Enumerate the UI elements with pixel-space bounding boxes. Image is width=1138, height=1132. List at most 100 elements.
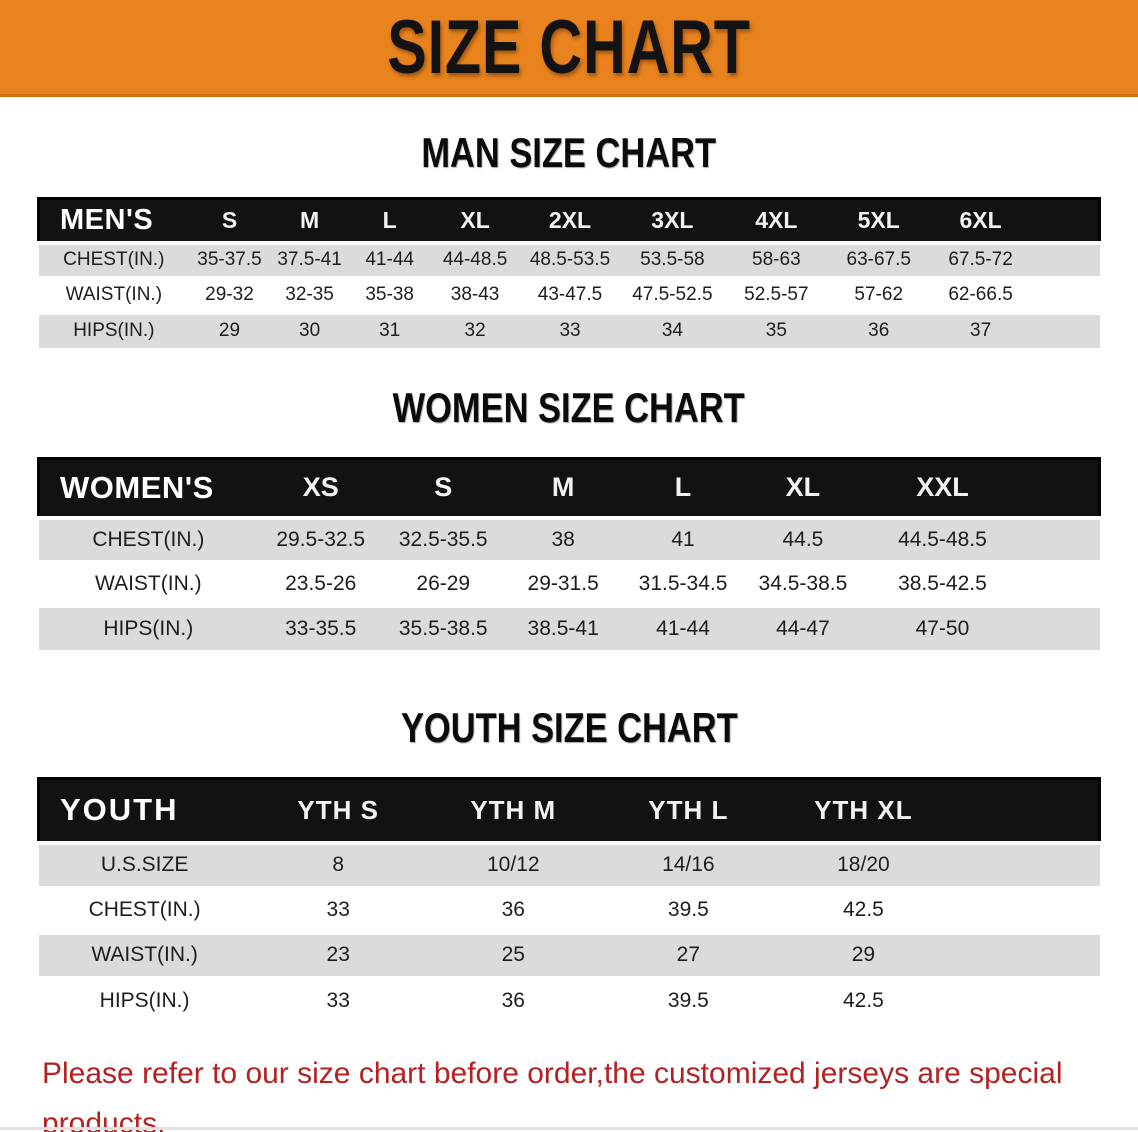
bottom-edge-line bbox=[0, 1127, 1138, 1130]
size-column-header: YTH S bbox=[250, 778, 426, 843]
size-value-cell: 35.5-38.5 bbox=[398, 617, 488, 640]
table-row: U.S.SIZE 8 10/12 14/16 18/20 bbox=[38, 842, 1100, 888]
size-column-header: L bbox=[623, 458, 743, 518]
size-value-cell: 33 bbox=[326, 898, 350, 921]
size-value-cell: 44-47 bbox=[776, 617, 830, 640]
size-value-cell: 33-35.5 bbox=[285, 617, 357, 640]
header-spacer-cell bbox=[950, 778, 1100, 843]
size-column-header: XXL bbox=[862, 458, 1023, 518]
row-spacer-cell bbox=[951, 843, 1100, 888]
women-size-table: WOMEN'S XS S M L XL XXL CHEST(IN.) 29.5-32.5 32.5… bbox=[37, 457, 1101, 650]
size-value-cell: 32 bbox=[464, 320, 486, 341]
size-column-header: S bbox=[189, 198, 270, 243]
row-label: CHEST(IN.) bbox=[92, 528, 205, 551]
table-row: CHEST(IN.) 35-37.5 37.5-41 41-44 44-48.5 48.5… bbox=[38, 242, 1100, 278]
size-value-cell: 63-67.5 bbox=[846, 249, 911, 270]
section-men: MAN SIZE CHART MEN'S S M L XL 2XL 3XL 4XL 5XL 6XL… bbox=[0, 130, 1138, 348]
row-label: HIPS(IN.) bbox=[103, 617, 194, 640]
header-spacer-cell bbox=[1031, 198, 1100, 243]
size-value-cell: 10/12 bbox=[487, 853, 540, 876]
size-value-cell: 37 bbox=[970, 320, 992, 341]
size-value-cell: 41 bbox=[671, 528, 695, 551]
size-value-cell: 36 bbox=[501, 989, 525, 1012]
size-column-header: S bbox=[383, 458, 504, 518]
size-value-cell: 38.5-41 bbox=[527, 617, 599, 640]
men-section-heading: MAN SIZE CHART bbox=[0, 130, 1138, 176]
section-youth: YOUTH SIZE CHART YOUTH YTH S YTH M YTH L YTH… bbox=[0, 705, 1138, 1023]
size-chart-banner: SIZE CHART bbox=[0, 0, 1138, 97]
youth-section-heading: YOUTH SIZE CHART bbox=[0, 705, 1138, 751]
size-value-cell: 30 bbox=[299, 320, 321, 341]
size-value-cell: 35-37.5 bbox=[197, 249, 262, 270]
size-value-cell: 23 bbox=[326, 943, 350, 966]
row-label: CHEST(IN.) bbox=[63, 249, 165, 270]
row-spacer-cell bbox=[1032, 278, 1100, 313]
disclaimer-line-1: Please refer to our size chart before or… bbox=[42, 1056, 1063, 1132]
size-table-header-row: YOUTH YTH S YTH M YTH L YTH XL bbox=[38, 778, 1100, 843]
size-value-cell: 18/20 bbox=[837, 853, 890, 876]
size-value-cell: 57-62 bbox=[854, 284, 904, 305]
table-row: HIPS(IN.) 29 30 31 32 33 34 35 36 37 bbox=[38, 312, 1100, 348]
row-label: CHEST(IN.) bbox=[88, 898, 201, 921]
size-value-cell: 32-35 bbox=[285, 284, 334, 305]
size-column-header: 3XL bbox=[619, 198, 725, 243]
row-label: WAIST(IN.) bbox=[65, 284, 163, 305]
size-value-cell: 35-38 bbox=[365, 284, 414, 305]
women-heading-text: WOMEN SIZE CHART bbox=[392, 383, 746, 431]
table-row: WAIST(IN.) 23.5-26 26-29 29-31.5 31.5-34.5 34… bbox=[38, 562, 1100, 606]
table-title-cell: MEN'S bbox=[38, 198, 190, 243]
table-row: HIPS(IN.) 33-35.5 35.5-38.5 38.5-41 41-44 44-… bbox=[38, 606, 1100, 650]
size-column-header: YTH XL bbox=[775, 778, 951, 843]
size-value-cell: 38.5-42.5 bbox=[898, 572, 987, 595]
size-value-cell: 33 bbox=[326, 989, 350, 1012]
row-spacer-cell bbox=[951, 978, 1100, 1023]
women-section-heading: WOMEN SIZE CHART bbox=[0, 383, 1138, 431]
size-value-cell: 23.5-26 bbox=[285, 572, 357, 595]
size-value-cell: 42.5 bbox=[842, 989, 884, 1012]
row-label: WAIST(IN.) bbox=[95, 572, 202, 595]
size-value-cell: 42.5 bbox=[842, 898, 884, 921]
size-value-cell: 44.5 bbox=[782, 528, 824, 551]
size-value-cell: 35 bbox=[765, 320, 787, 341]
disclaimer-text: Please refer to our size chart before or… bbox=[0, 1049, 1138, 1132]
youth-size-table: YOUTH YTH S YTH M YTH L YTH XL U.S.SIZE 8 10/12… bbox=[37, 777, 1101, 1023]
size-value-cell: 31.5-34.5 bbox=[638, 572, 728, 595]
size-value-cell: 29-31.5 bbox=[527, 572, 599, 595]
size-value-cell: 29 bbox=[851, 943, 876, 966]
row-label: WAIST(IN.) bbox=[91, 943, 198, 966]
men-size-table: MEN'S S M L XL 2XL 3XL 4XL 5XL 6XL CHEST(IN.) 35-37… bbox=[37, 197, 1101, 348]
size-value-cell: 34 bbox=[661, 320, 683, 341]
table-row: CHEST(IN.) 33 36 39.5 42.5 bbox=[38, 887, 1100, 933]
size-value-cell: 36 bbox=[501, 898, 525, 921]
size-table-header-row: WOMEN'S XS S M L XL XXL bbox=[38, 458, 1100, 518]
size-value-cell: 29-32 bbox=[205, 284, 254, 305]
size-value-cell: 62-66.5 bbox=[948, 284, 1013, 305]
size-value-cell: 38-43 bbox=[450, 284, 500, 305]
size-column-header: 5XL bbox=[827, 198, 930, 243]
size-column-header: 6XL bbox=[929, 198, 1032, 243]
size-column-header: M bbox=[269, 198, 350, 243]
size-value-cell: 43-47.5 bbox=[537, 284, 603, 305]
table-title-cell: WOMEN'S bbox=[38, 458, 259, 518]
row-spacer-cell bbox=[1022, 606, 1099, 650]
size-value-cell: 52.5-57 bbox=[744, 284, 809, 305]
size-value-cell: 41-44 bbox=[656, 617, 710, 640]
size-column-header: XL bbox=[742, 458, 863, 518]
size-column-header: YTH M bbox=[425, 778, 601, 843]
table-title-cell: YOUTH bbox=[38, 778, 251, 843]
size-value-cell: 37.5-41 bbox=[277, 249, 342, 270]
size-value-cell: 26-29 bbox=[416, 572, 471, 595]
table-row: HIPS(IN.) 33 36 39.5 42.5 bbox=[38, 977, 1100, 1023]
size-value-cell: 34.5-38.5 bbox=[758, 572, 848, 595]
size-value-cell: 53.5-58 bbox=[640, 249, 705, 270]
size-value-cell: 39.5 bbox=[667, 989, 709, 1012]
size-value-cell: 47-50 bbox=[915, 617, 970, 640]
size-column-header: L bbox=[349, 198, 430, 243]
size-column-header: XS bbox=[258, 458, 384, 518]
size-value-cell: 27 bbox=[676, 943, 701, 966]
size-value-cell: 31 bbox=[379, 320, 401, 341]
size-column-header: M bbox=[503, 458, 624, 518]
size-column-header: 2XL bbox=[520, 198, 620, 243]
size-value-cell: 25 bbox=[501, 943, 525, 966]
